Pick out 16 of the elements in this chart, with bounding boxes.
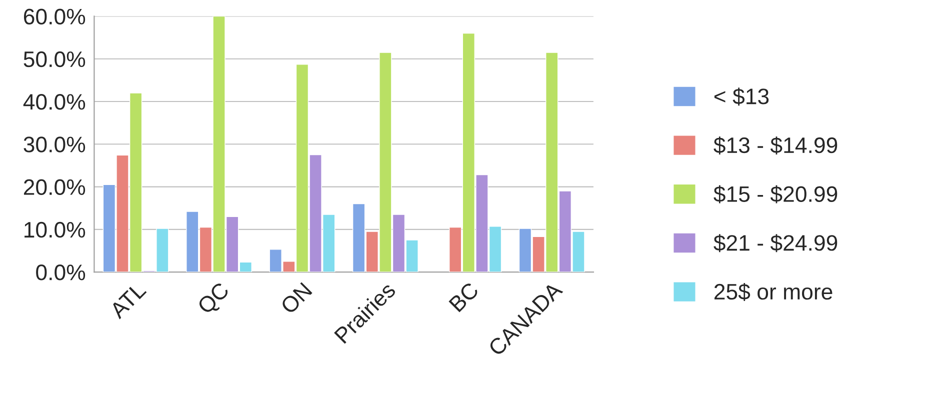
legend-label: $13 - $14.99: [714, 136, 838, 154]
legend-label: < $13: [714, 88, 769, 106]
x-tick-label: ON: [280, 282, 312, 315]
y-tick-label: 40.0%: [23, 94, 86, 110]
y-tick-label: 10.0%: [24, 222, 86, 238]
legend-label: $21 - $24.99: [714, 234, 838, 252]
x-tick-label: ATL: [108, 281, 147, 320]
y-tick-label: 0.0%: [36, 264, 86, 280]
legend-label: 25$ or more: [714, 282, 832, 301]
y-tick-label: 50.0%: [24, 51, 86, 68]
x-tick-label: BC: [448, 281, 480, 312]
x-tick-label: QC: [196, 281, 233, 318]
y-tick-label: 60.0%: [24, 8, 86, 25]
legend-label: $15 - $20.99: [714, 185, 838, 204]
y-tick-label: 30.0%: [24, 136, 86, 152]
y-tick-label: 20.0%: [24, 179, 86, 196]
